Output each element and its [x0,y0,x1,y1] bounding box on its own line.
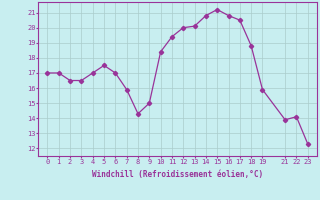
X-axis label: Windchill (Refroidissement éolien,°C): Windchill (Refroidissement éolien,°C) [92,170,263,179]
